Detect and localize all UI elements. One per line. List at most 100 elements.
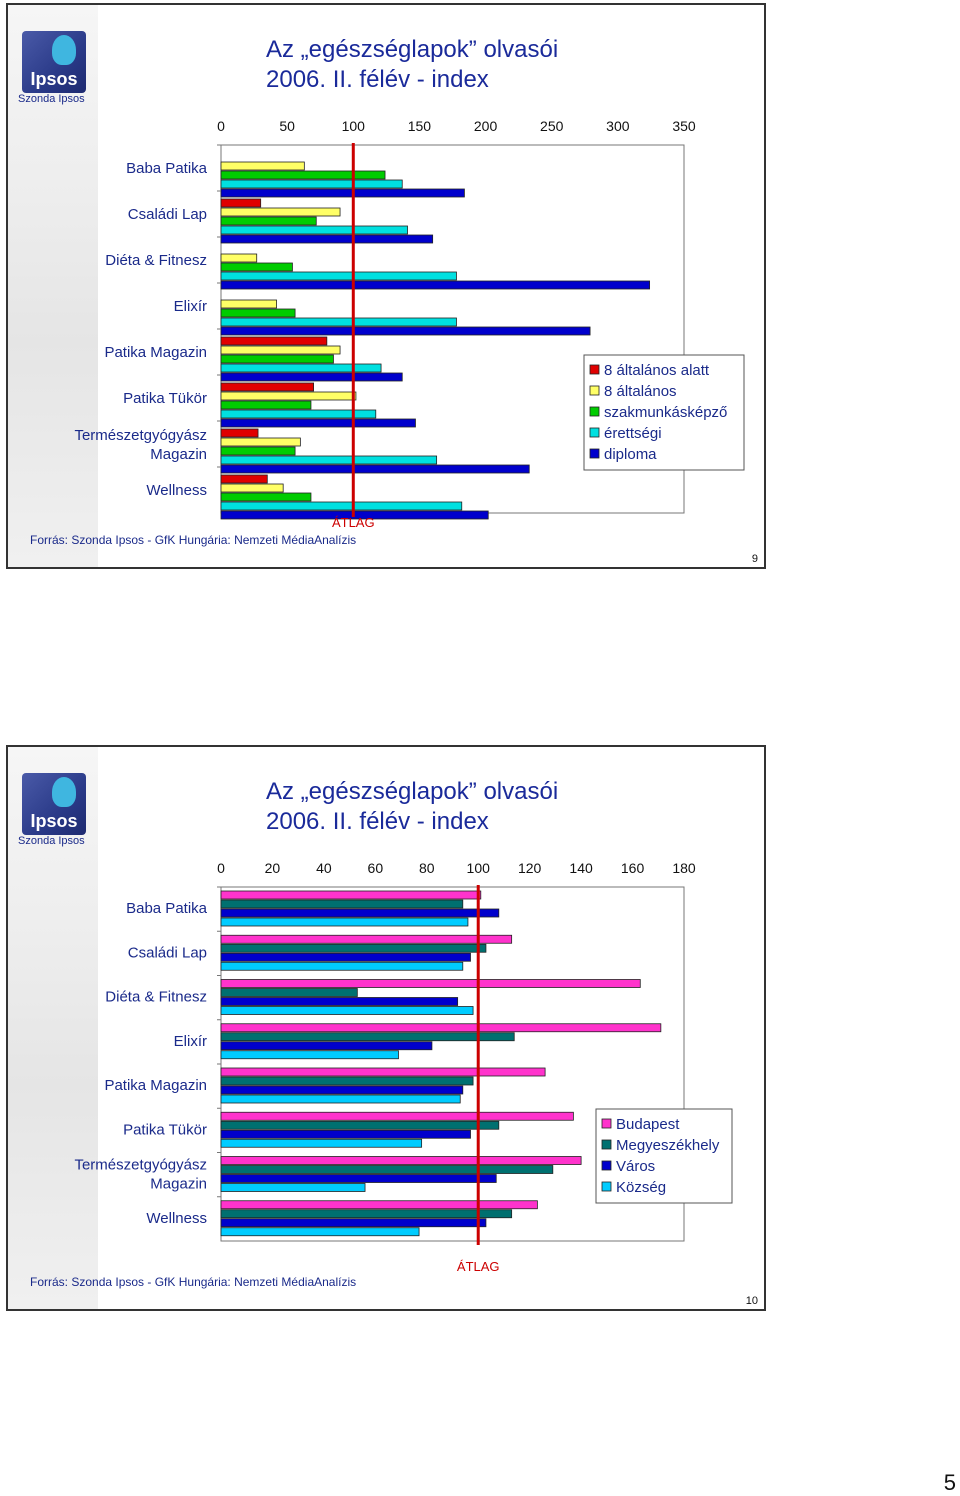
bar-2 [220,345,341,355]
bar-2 [220,207,341,217]
legend-entry: diploma [604,446,657,463]
bar-3 [220,1218,487,1228]
bar-3 [220,262,293,272]
category-label: Baba Patika [126,900,208,917]
bar-3 [220,216,317,226]
x-tick-label: 200 [474,118,498,134]
bar-5 [220,280,651,290]
logo-text: Ipsos [30,811,78,831]
x-tick-label: 80 [419,860,435,876]
legend-entry: szakmunkásképző [604,404,727,421]
category-label: Elixír [174,1033,207,1050]
bar-1 [220,890,482,900]
category-label: Elixír [174,298,207,315]
x-tick-label: 150 [408,118,432,134]
category-label: Baba Patika [126,160,208,177]
x-tick-label: 350 [672,118,696,134]
bar-3 [220,908,500,918]
bar-2 [220,943,487,953]
bar-1 [220,934,513,944]
bar-2 [220,1209,513,1219]
bar-2 [220,1076,474,1086]
bar-4 [220,1227,420,1237]
bar-1 [220,1023,662,1033]
bar-3 [220,446,296,456]
document-page-number: 5 [943,1470,956,1495]
bar-4 [220,271,457,281]
bar-1 [220,1156,582,1165]
title-line-2: 2006. II. félév - index [266,66,489,93]
category-label: Családi Lap [128,206,207,223]
category-label: Patika Magazin [104,344,207,361]
bar-4 [220,501,463,511]
x-tick-label: 140 [569,860,593,876]
bar-2 [220,299,277,309]
bar-4 [220,1006,474,1015]
chart-settlement-index: 0 20 40 60 80 100 120 140 160 180 Baba Patika Csalá… [74,860,733,1274]
category-label: Családi Lap [128,944,207,961]
category-label: Patika Tükör [123,1121,207,1138]
bar-3 [220,492,312,502]
source-note: Forrás: Szonda Ipsos - GfK Hungária: Nem… [30,1275,357,1289]
category-label: Diéta & Fitnesz [105,989,207,1006]
category-label: Patika Tükör [123,390,207,407]
bar-1 [220,474,268,484]
bar-2 [220,899,464,909]
bar-2 [220,1120,500,1130]
legend-entry: 8 általános [604,383,677,400]
bar-5 [220,326,591,336]
bar-2 [220,161,305,171]
bar-3 [220,1085,464,1095]
legend-swatch [601,1139,612,1150]
legend-box [583,354,745,471]
legend-entry: 8 általános alatt [604,362,710,379]
bar-2 [220,391,357,401]
x-tick-label: 250 [540,118,564,134]
title-line-1: Az „egészséglapok” olvasói [266,778,559,805]
legend-swatch [601,1118,612,1129]
category-label: Magazin [150,1176,207,1193]
bar-3 [220,400,312,410]
title-line-2: 2006. II. félév - index [266,808,489,835]
brand-label: Szonda Ipsos [18,835,85,847]
slide-title: Az „egészséglapok” olvasói 2006. II. fél… [266,777,558,837]
bar-3 [220,308,296,318]
slide-2: Ipsos Szonda Ipsos Az „egészséglapok” ol… [6,745,766,1311]
bar-2 [220,1032,515,1042]
slide-title: Az „egészséglapok” olvasói 2006. II. fél… [266,35,558,95]
legend-entry: Község [616,1179,666,1196]
category-label: Magazin [150,446,207,463]
x-tick-label: 180 [672,860,696,876]
category-label: Patika Magazin [104,1077,207,1094]
bar-4 [220,225,408,235]
bar-4 [220,317,457,327]
bar-5 [220,234,434,244]
category-label: Természetgyógyász [74,427,207,444]
legend-swatch [589,448,600,459]
legend-swatch [601,1181,612,1192]
x-tick-label: 100 [467,860,491,876]
bar-5 [220,188,465,198]
average-label: ÁTLAG [457,1259,500,1274]
slide-page-number: 10 [745,1295,758,1307]
bar-2 [220,253,258,263]
source-note: Forrás: Szonda Ipsos - GfK Hungária: Nem… [30,533,357,547]
bar-3 [220,1129,471,1139]
bar-1 [220,979,641,988]
category-label: Wellness [146,1210,207,1227]
bar-1 [220,428,259,438]
bar-2 [220,437,301,447]
x-tick-label: 0 [217,860,225,876]
bar-1 [220,1111,574,1121]
title-line-1: Az „egészséglapok” olvasói [266,36,559,63]
legend-swatch [589,406,600,417]
bar-1 [220,198,262,208]
average-label: ÁTLAG [332,515,375,530]
x-tick-label: 60 [368,860,384,876]
category-label: Diéta & Fitnesz [105,252,207,269]
sidebar-decoration [8,747,98,1309]
legend-entry: Budapest [616,1116,680,1133]
bar-3 [220,354,334,364]
sidebar-decoration [8,5,98,567]
x-tick-label: 100 [342,118,366,134]
